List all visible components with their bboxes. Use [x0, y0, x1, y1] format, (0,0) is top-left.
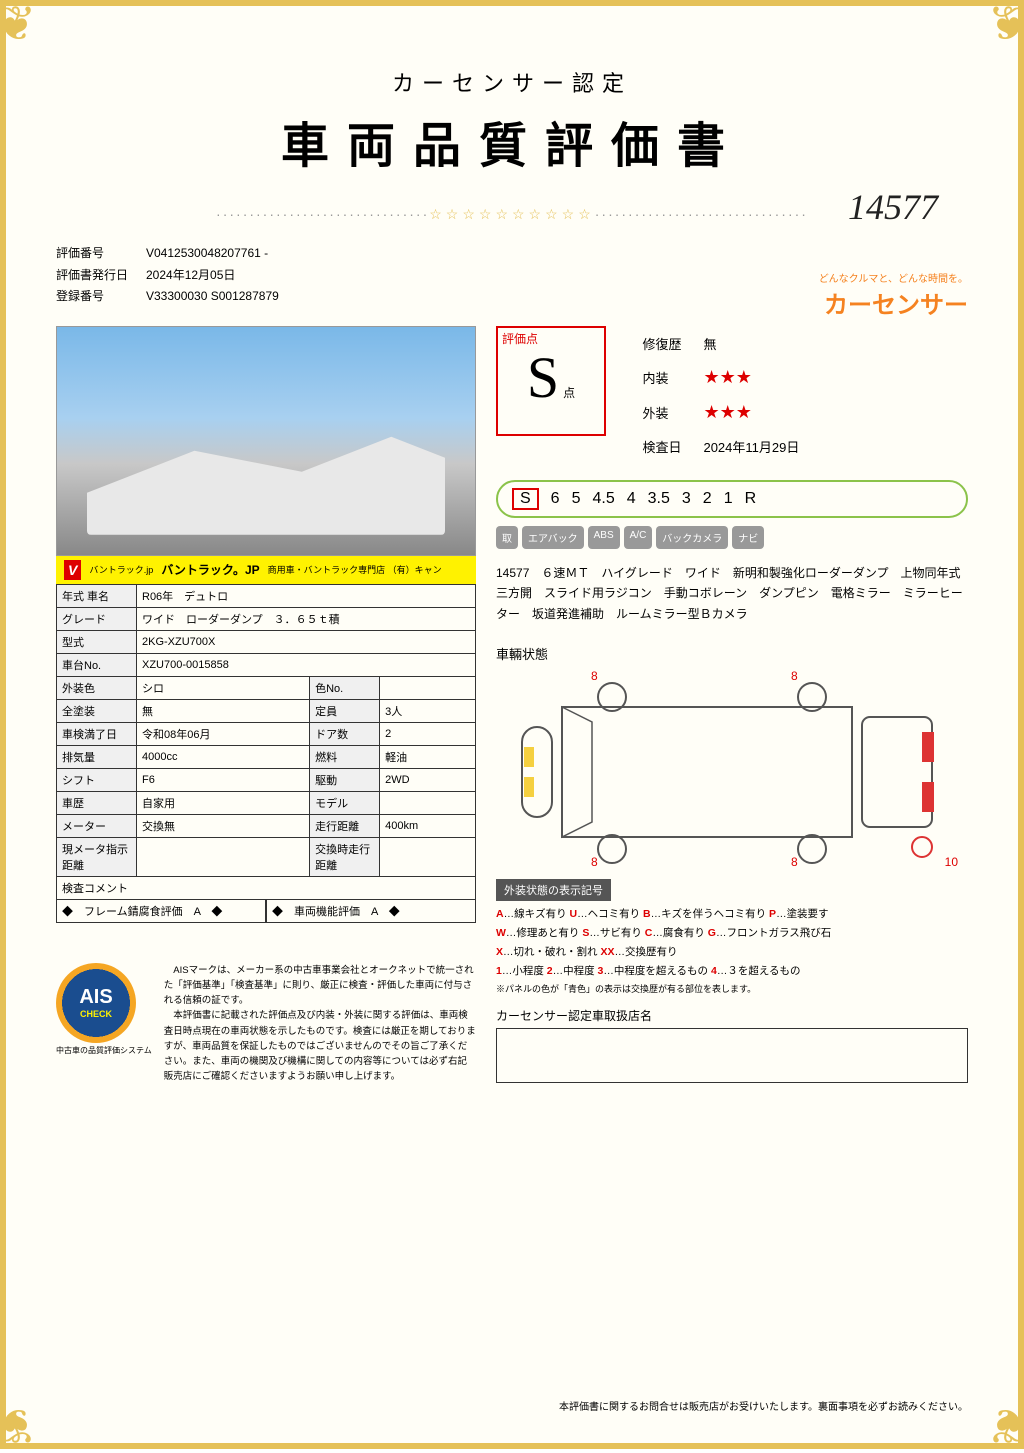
score-info-table: 修復歴無内装★★★外装★★★検査日2024年11月29日	[630, 326, 811, 464]
brand-tagline: どんなクルマと、どんな時間を。	[819, 270, 968, 285]
corner-ornament: ❦	[0, 0, 46, 46]
banner-small: バントラック.jp	[89, 563, 153, 576]
footer-note: 本評価書に関するお問合せは販売店がお受けいたします。裏面事項を必ずお読みください…	[559, 1398, 968, 1413]
handwritten-id: 14577	[848, 186, 938, 228]
dealer-box: カーセンサー認定車取扱店名	[496, 1007, 968, 1083]
truck-diagram: 8 8 8 8 10	[496, 667, 968, 867]
comment-label: 検査コメント	[56, 877, 476, 900]
brand-row: 評価番号V0412530048207761 - 評価書発行日2024年12月05…	[56, 243, 968, 320]
ais-text: AISマークは、メーカー系の中古車事業会社とオークネットで統一された「評価基準」…	[164, 963, 476, 1085]
reg-no: V33300030 S001287879	[146, 289, 279, 303]
header-title: 車両品質評価書	[56, 106, 968, 176]
brand-logo: カーセンサー	[819, 285, 968, 320]
ais-badge: AIS CHECK	[56, 963, 136, 1043]
spec-table: 年式 車名R06年 デュトログレードワイド ローダーダンプ ３．６５ｔ積型式2K…	[56, 584, 476, 877]
meta-block: 評価番号V0412530048207761 - 評価書発行日2024年12月05…	[56, 243, 279, 308]
score-grade: S	[527, 345, 559, 410]
banner-logo: V	[64, 560, 81, 580]
eval-no: V0412530048207761	[146, 246, 261, 260]
right-column: 評価点 S点 修復歴無内装★★★外装★★★検査日2024年11月29日 S654…	[496, 326, 968, 1085]
star-divider: ☆☆☆☆☆☆☆☆☆☆	[56, 206, 968, 223]
marker: 8	[791, 855, 798, 869]
vehicle-state-title: 車輛状態	[496, 644, 968, 663]
reg-label: 登録番号	[56, 286, 146, 308]
marker: 10	[945, 855, 958, 869]
eval-no-label: 評価番号	[56, 243, 146, 265]
banner-title: バントラック。JP	[161, 561, 259, 578]
score-row: 評価点 S点 修復歴無内装★★★外装★★★検査日2024年11月29日	[496, 326, 968, 464]
left-column: V バントラック.jp バントラック。JP 商用車・バントラック専門店 （有）キ…	[56, 326, 476, 1085]
score-unit: 点	[563, 384, 575, 401]
grade-scale: S654.543.5321R	[496, 480, 968, 518]
dealer-title: カーセンサー認定車取扱店名	[496, 1007, 968, 1024]
ais-section: AIS CHECK 中古車の品質評価システム AISマークは、メーカー系の中古車…	[56, 963, 476, 1085]
description: 14577 ６速ＭＴ ハイグレード ワイド 新明和製強化ローダーダンプ 上物同年…	[496, 563, 968, 624]
vehicle-photo	[56, 326, 476, 556]
vehicle-state: 車輛状態	[496, 644, 968, 867]
certificate-page: ❦ ❦ ❦ ❦ カーセンサー認定 車両品質評価書 14577 ☆☆☆☆☆☆☆☆☆…	[0, 0, 1024, 1449]
issue-label: 評価書発行日	[56, 265, 146, 287]
func-eval: ◆ 車両機能評価 A ◆	[266, 900, 476, 923]
legend-title: 外装状態の表示記号	[496, 879, 611, 901]
main-columns: V バントラック.jp バントラック。JP 商用車・バントラック専門店 （有）キ…	[56, 326, 968, 1085]
corner-ornament: ❦	[0, 1403, 46, 1453]
score-box: 評価点 S点	[496, 326, 606, 436]
dealer-banner: V バントラック.jp バントラック。JP 商用車・バントラック専門店 （有）キ…	[56, 556, 476, 584]
banner-sub: 商用車・バントラック専門店 （有）キャン	[268, 563, 442, 576]
dealer-field	[496, 1028, 968, 1083]
issue-date: 2024年12月05日	[146, 268, 235, 282]
comment-row: ◆ フレーム錆腐食評価 A ◆ ◆ 車両機能評価 A ◆	[56, 900, 476, 923]
marker: 8	[591, 669, 598, 683]
marker: 8	[791, 669, 798, 683]
ais-sub: 中古車の品質評価システム	[56, 1045, 152, 1056]
corner-ornament: ❦	[978, 1403, 1024, 1453]
frame-eval: ◆ フレーム錆腐食評価 A ◆	[56, 900, 266, 923]
legend-box: 外装状態の表示記号 A…線キズ有り U…ヘコミ有り B…キズを伴うヘコミ有り P…	[496, 879, 968, 997]
corner-ornament: ❦	[978, 0, 1024, 46]
header-subtitle: カーセンサー認定	[56, 66, 968, 98]
feature-icons: 取エアバックABSA/Cバックカメラナビ	[496, 526, 968, 549]
legend-body: A…線キズ有り U…ヘコミ有り B…キズを伴うヘコミ有り P…塗装要すW…修理あ…	[496, 905, 968, 997]
marker: 8	[591, 855, 598, 869]
